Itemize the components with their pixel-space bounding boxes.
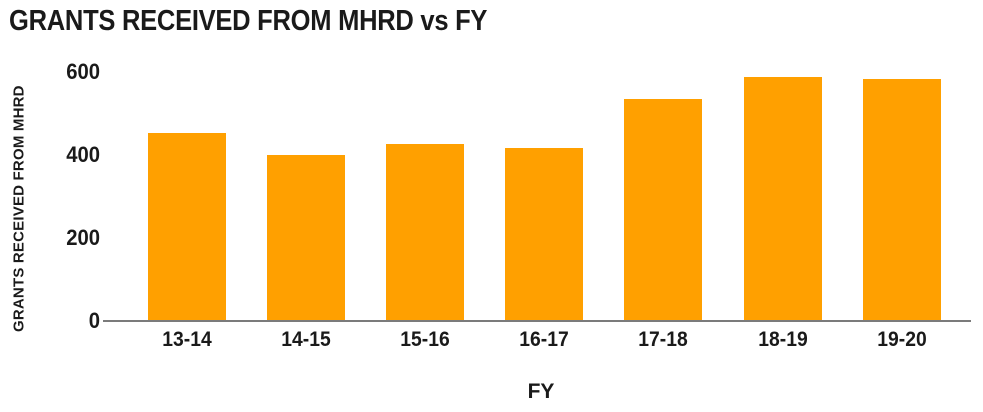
x-tick-label: 16-17 [519, 328, 569, 351]
y-axis-title: GRANTS RECEIVED FROM MHRD [10, 85, 28, 333]
bar-17-18 [624, 99, 703, 320]
bar-19-20 [862, 79, 941, 320]
x-tick-label: 15-16 [400, 328, 450, 351]
bar-14-15 [266, 154, 345, 320]
y-tick-label: 400 [66, 142, 100, 167]
x-tick-label: 18-19 [757, 328, 808, 351]
y-tick-label: 600 [66, 59, 100, 84]
x-tick-label: 17-18 [638, 328, 689, 351]
x-tick-label: 19-20 [876, 328, 927, 351]
x-tick-label: 13-14 [161, 328, 212, 351]
bar-16-17 [505, 147, 584, 320]
x-axis-line [103, 320, 971, 322]
y-tick-label: 0 [88, 308, 100, 333]
bar-13-14 [147, 133, 226, 320]
chart-title: GRANTS RECEIVED FROM MHRD vs FY [9, 5, 488, 37]
bar-18-19 [743, 76, 822, 320]
bar-15-16 [385, 143, 464, 320]
x-tick-label: 14-15 [280, 328, 331, 351]
y-tick-label: 200 [66, 225, 100, 250]
x-axis-title: FY [527, 380, 555, 403]
